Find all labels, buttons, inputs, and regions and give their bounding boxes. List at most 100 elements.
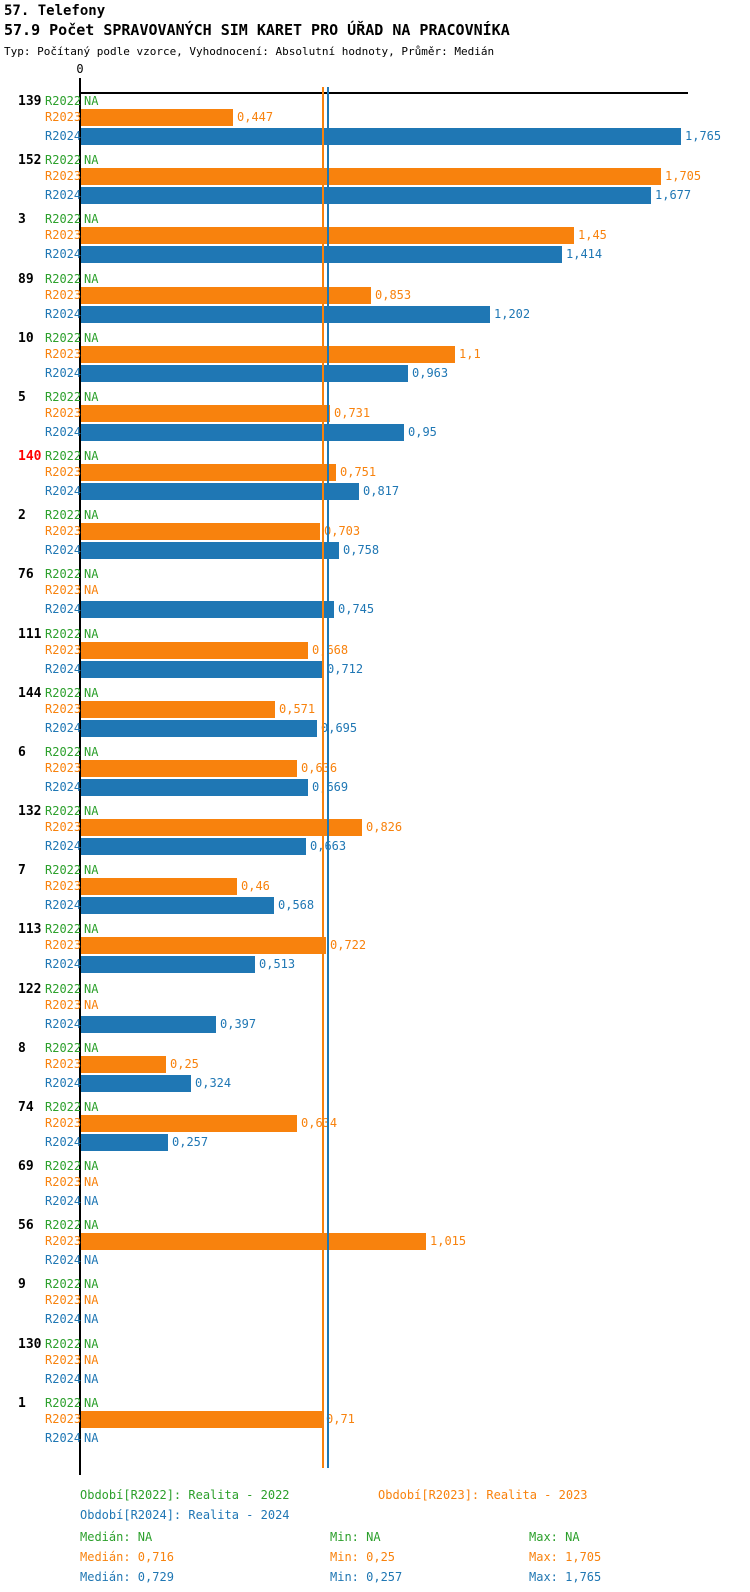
na-label: NA xyxy=(84,272,99,286)
bar-group-113: 113 R2022 NA R2023 0,722 R2024 0,513 xyxy=(0,921,750,980)
series-label-r2024: R2024 xyxy=(45,484,82,498)
series-label-r2024: R2024 xyxy=(45,1253,82,1267)
stat-max-r2022: Max: NA xyxy=(529,1530,580,1544)
series-label-r2024: R2024 xyxy=(45,1431,82,1445)
bar-value-label: 0,826 xyxy=(366,820,403,834)
na-label: NA xyxy=(84,1159,99,1173)
group-id-label: 5 xyxy=(18,390,26,405)
bar-value-label: 0,634 xyxy=(301,1116,338,1130)
series-label-r2022: R2022 xyxy=(45,863,82,877)
series-label-r2023: R2023 xyxy=(45,406,82,420)
na-label: NA xyxy=(84,583,99,597)
bar-value-label: 1,1 xyxy=(459,347,481,361)
stat-min-r2023: Min: 0,25 xyxy=(330,1550,396,1564)
chart-title: 57.9 Počet SPRAVOVANÝCH SIM KARET PRO ÚŘ… xyxy=(4,21,510,39)
bar-r2024 xyxy=(81,187,651,204)
bar-value-label: 0,571 xyxy=(279,702,316,716)
na-label: NA xyxy=(84,1353,99,1367)
bar-value-label: 0,668 xyxy=(312,643,349,657)
bar-group-144: 144 R2022 NA R2023 0,571 R2024 0,695 xyxy=(0,685,750,744)
series-label-r2024: R2024 xyxy=(45,780,82,794)
series-label-r2022: R2022 xyxy=(45,1396,82,1410)
bar-value-label: 0,758 xyxy=(343,543,380,557)
series-label-r2022: R2022 xyxy=(45,1159,82,1173)
series-label-r2024: R2024 xyxy=(45,898,82,912)
series-label-r2023: R2023 xyxy=(45,1234,82,1248)
x-axis-zero-tick-label: 0 xyxy=(76,62,84,76)
series-label-r2023: R2023 xyxy=(45,169,82,183)
series-label-r2023: R2023 xyxy=(45,938,82,952)
bar-group-56: 56 R2022 NA R2023 1,015 R2024 NA xyxy=(0,1217,750,1276)
bar-r2023 xyxy=(81,1411,322,1428)
series-label-r2024: R2024 xyxy=(45,1076,82,1090)
bar-value-label: 1,414 xyxy=(566,247,603,261)
na-label: NA xyxy=(84,863,99,877)
na-label: NA xyxy=(84,94,99,108)
bar-value-label: 0,636 xyxy=(301,761,338,775)
group-id-label: 6 xyxy=(18,745,26,760)
median-line-r2023 xyxy=(322,87,324,1468)
series-label-r2023: R2023 xyxy=(45,1116,82,1130)
bar-r2024 xyxy=(81,128,681,145)
group-id-label: 122 xyxy=(18,982,42,997)
bar-value-label: 1,677 xyxy=(655,188,692,202)
na-label: NA xyxy=(84,922,99,936)
bar-r2023 xyxy=(81,346,455,363)
group-id-label: 130 xyxy=(18,1337,42,1352)
stat-median-r2022: Medián: NA xyxy=(80,1530,153,1544)
bar-r2023 xyxy=(81,464,336,481)
bar-r2023 xyxy=(81,1056,166,1073)
bar-value-label: 0,695 xyxy=(321,721,358,735)
group-id-label: 1 xyxy=(18,1396,26,1411)
bar-group-2: 2 R2022 NA R2023 0,703 R2024 0,758 xyxy=(0,507,750,566)
bar-group-9: 9 R2022 NA R2023 NA R2024 NA xyxy=(0,1276,750,1335)
bar-r2023 xyxy=(81,1115,297,1132)
na-label: NA xyxy=(84,1100,99,1114)
series-label-r2024: R2024 xyxy=(45,425,82,439)
series-label-r2024: R2024 xyxy=(45,839,82,853)
series-label-r2024: R2024 xyxy=(45,307,82,321)
bar-value-label: 1,765 xyxy=(685,129,722,143)
series-label-r2022: R2022 xyxy=(45,331,82,345)
series-label-r2022: R2022 xyxy=(45,1277,82,1291)
bar-value-label: 0,669 xyxy=(312,780,349,794)
na-label: NA xyxy=(84,1041,99,1055)
group-id-label: 69 xyxy=(18,1159,34,1174)
bar-group-140: 140 R2022 NA R2023 0,751 R2024 0,817 xyxy=(0,448,750,507)
series-label-r2024: R2024 xyxy=(45,662,82,676)
series-label-r2024: R2024 xyxy=(45,1372,82,1386)
bar-value-label: 0,722 xyxy=(330,938,367,952)
series-label-r2022: R2022 xyxy=(45,745,82,759)
page-title: 57. Telefony xyxy=(4,3,106,19)
bar-r2023 xyxy=(81,642,308,659)
stat-min-r2024: Min: 0,257 xyxy=(330,1570,403,1584)
na-label: NA xyxy=(84,1337,99,1351)
na-label: NA xyxy=(84,745,99,759)
bar-r2024 xyxy=(81,542,339,559)
na-label: NA xyxy=(84,1293,99,1307)
group-id-label: 139 xyxy=(18,94,42,109)
bar-group-74: 74 R2022 NA R2023 0,634 R2024 0,257 xyxy=(0,1099,750,1158)
bar-r2023 xyxy=(81,405,330,422)
series-label-r2024: R2024 xyxy=(45,1312,82,1326)
bar-r2024 xyxy=(81,1016,216,1033)
series-label-r2024: R2024 xyxy=(45,366,82,380)
series-label-r2023: R2023 xyxy=(45,524,82,538)
series-label-r2023: R2023 xyxy=(45,761,82,775)
na-label: NA xyxy=(84,1431,99,1445)
bar-value-label: 0,257 xyxy=(172,1135,209,1149)
na-label: NA xyxy=(84,998,99,1012)
bar-value-label: 0,397 xyxy=(220,1017,257,1031)
series-label-r2023: R2023 xyxy=(45,110,82,124)
bar-r2023 xyxy=(81,287,371,304)
bar-value-label: 0,745 xyxy=(338,602,375,616)
bar-group-6: 6 R2022 NA R2023 0,636 R2024 0,669 xyxy=(0,744,750,803)
series-label-r2024: R2024 xyxy=(45,129,82,143)
series-label-r2022: R2022 xyxy=(45,922,82,936)
stat-max-r2023: Max: 1,705 xyxy=(529,1550,602,1564)
series-label-r2023: R2023 xyxy=(45,347,82,361)
bar-group-7: 7 R2022 NA R2023 0,46 R2024 0,568 xyxy=(0,862,750,921)
series-label-r2023: R2023 xyxy=(45,288,82,302)
series-label-r2023: R2023 xyxy=(45,702,82,716)
